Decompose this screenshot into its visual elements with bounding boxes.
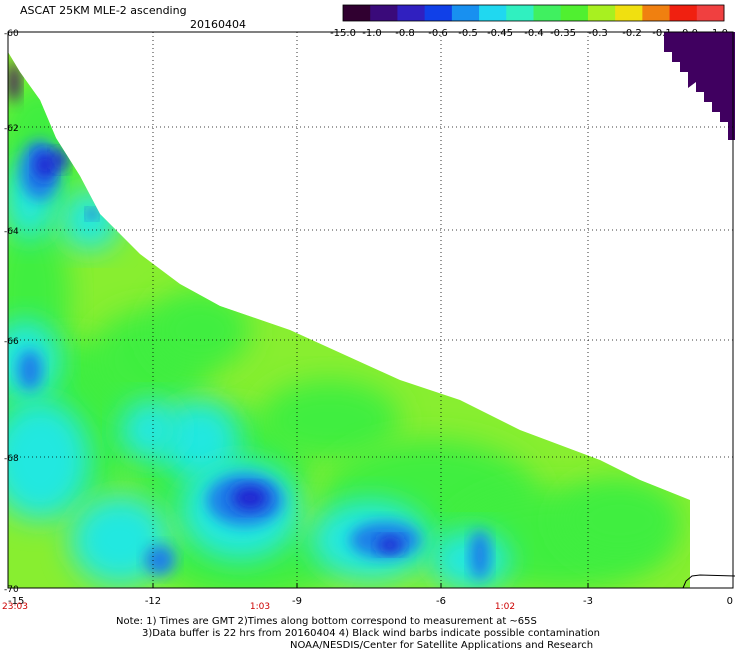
latitude-label: -68 bbox=[4, 454, 19, 464]
colorbar-label: -0.3 bbox=[588, 28, 608, 39]
wind-field-map: -60 -62 -64 -66 -68 -70-15 -12 -9 -6 -3 0 23:03 1:03… bbox=[2, 29, 736, 612]
time-label: 23:03 bbox=[2, 602, 28, 612]
coastline bbox=[682, 574, 736, 589]
longitude-label: -3 bbox=[583, 596, 593, 607]
longitude-label: -15 bbox=[8, 596, 24, 607]
colorbar-swatch bbox=[560, 5, 589, 21]
colorbar-swatch bbox=[587, 5, 616, 21]
colorbar-label: -0.5 bbox=[458, 28, 478, 39]
grid-lines bbox=[8, 32, 733, 588]
colorbar-frame bbox=[342, 4, 725, 22]
colorbar-swatch bbox=[370, 5, 398, 21]
colorbar: -15.0 -1.0 -0.8 -0.6 -0.5 -0.45 -0.4 -0.35 -0.3 -… bbox=[330, 4, 728, 39]
longitude-label: 0 bbox=[727, 596, 733, 607]
colorbar-swatch bbox=[642, 5, 671, 21]
latitude-label: -62 bbox=[4, 124, 19, 134]
time-label: 1:03 bbox=[250, 602, 270, 612]
colorbar-label: -0.4 bbox=[524, 28, 544, 39]
colorbar-label: -15.0 bbox=[330, 28, 356, 39]
plot-title: ASCAT 25KM MLE-2 ascending bbox=[20, 4, 187, 17]
swath-field bbox=[8, 52, 690, 588]
latitude-label: -64 bbox=[4, 227, 19, 237]
latitude-label: -60 bbox=[4, 29, 19, 39]
colorbar-label: -0.45 bbox=[487, 28, 513, 39]
colorbar-label: -0.35 bbox=[550, 28, 576, 39]
time-label: 1:02 bbox=[495, 602, 515, 612]
plot-date: 20160404 bbox=[190, 18, 246, 31]
colorbar-label: -1.0 bbox=[362, 28, 382, 39]
latitude-label: -70 bbox=[4, 585, 19, 595]
colorbar-swatch bbox=[397, 5, 426, 21]
colorbar-swatch bbox=[669, 5, 698, 21]
colorbar-swatch bbox=[615, 5, 643, 21]
note-line-3: NOAA/NESDIS/Center for Satellite Applica… bbox=[290, 640, 594, 651]
colorbar-label: -0.2 bbox=[622, 28, 642, 39]
colorbar-label: -0.8 bbox=[395, 28, 415, 39]
latitude-label: -66 bbox=[4, 337, 19, 347]
axes: -60 -62 -64 -66 -68 -70-15 -12 -9 -6 -3 0 23:03 1:03… bbox=[2, 29, 734, 612]
colorbar-label: -0.6 bbox=[428, 28, 448, 39]
note-line-2: 3)Data buffer is 22 hrs from 20160404 4)… bbox=[142, 628, 600, 639]
colorbar-swatch bbox=[479, 5, 507, 21]
longitude-label: -9 bbox=[292, 596, 302, 607]
colorbar-swatch bbox=[696, 5, 725, 21]
longitude-label: -12 bbox=[145, 596, 161, 607]
colorbar-swatch bbox=[451, 5, 480, 21]
colorbar-swatch bbox=[533, 5, 562, 21]
land-mask-corner bbox=[664, 32, 735, 140]
note-line-1: Note: 1) Times are GMT 2)Times along bot… bbox=[116, 616, 537, 627]
colorbar-label: -0.1 bbox=[652, 28, 672, 39]
colorbar-swatch bbox=[343, 5, 371, 21]
colorbar-swatch bbox=[506, 5, 534, 21]
colorbar-swatch bbox=[424, 5, 453, 21]
longitude-label: -6 bbox=[436, 596, 446, 607]
